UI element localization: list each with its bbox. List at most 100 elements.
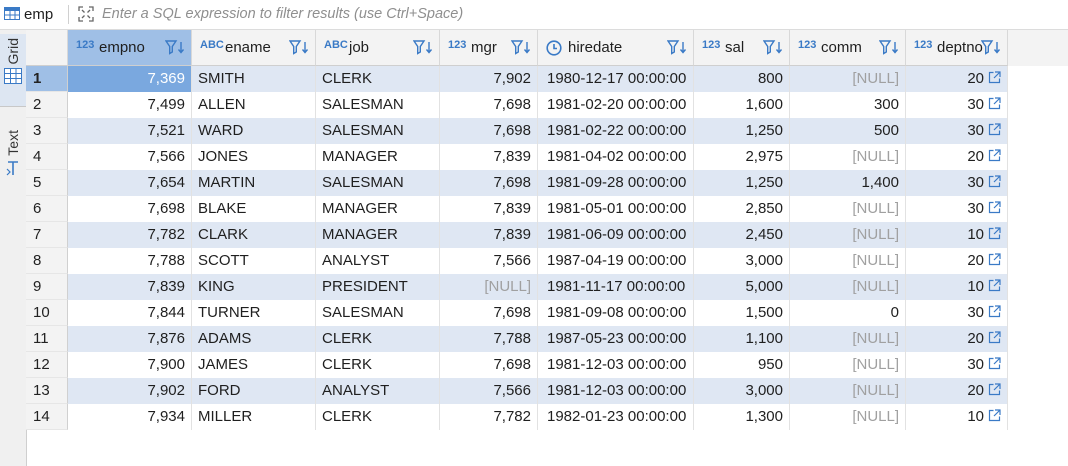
cell-sal[interactable]: 800 [694, 66, 790, 92]
cell-comm[interactable]: [NULL] [790, 404, 906, 430]
cell-mgr[interactable]: 7,698 [440, 300, 538, 326]
foreign-key-link-icon[interactable] [988, 383, 1001, 396]
cell-comm[interactable]: [NULL] [790, 326, 906, 352]
cell-ename[interactable]: SCOTT [192, 248, 316, 274]
header-corner[interactable] [26, 30, 68, 66]
cell-comm[interactable]: [NULL] [790, 222, 906, 248]
table-row[interactable]: 4 7,566 JONES MANAGER 7,839 1981-04-02 00:00:… [26, 144, 1008, 170]
cell-comm[interactable]: [NULL] [790, 274, 906, 300]
cell-comm[interactable]: 0 [790, 300, 906, 326]
cell-hiredate[interactable]: 1981-09-28 00:00:00 [538, 170, 694, 196]
cell-sal[interactable]: 1,600 [694, 92, 790, 118]
column-filter-sort-icon[interactable] [981, 39, 1003, 57]
column-header-deptno[interactable]: 123 deptno [906, 30, 1008, 66]
column-filter-sort-icon[interactable] [763, 39, 785, 57]
column-header-job[interactable]: ABC job [316, 30, 440, 66]
cell-empno[interactable]: 7,876 [68, 326, 192, 352]
cell-comm[interactable]: 500 [790, 118, 906, 144]
cell-empno[interactable]: 7,788 [68, 248, 192, 274]
table-row[interactable]: 8 7,788 SCOTT ANALYST 7,566 1987-04-19 00:00:… [26, 248, 1008, 274]
cell-mgr[interactable]: 7,788 [440, 326, 538, 352]
table-row[interactable]: 10 7,844 TURNER SALESMAN 7,698 1981-09-08 00:… [26, 300, 1008, 326]
cell-job[interactable]: MANAGER [316, 222, 440, 248]
cell-ename[interactable]: WARD [192, 118, 316, 144]
row-number[interactable]: 4 [26, 144, 68, 170]
cell-mgr[interactable]: 7,698 [440, 352, 538, 378]
cell-job[interactable]: CLERK [316, 66, 440, 92]
cell-deptno[interactable]: 10 [906, 404, 1008, 430]
cell-empno[interactable]: 7,566 [68, 144, 192, 170]
foreign-key-link-icon[interactable] [988, 149, 1001, 162]
table-row[interactable]: 6 7,698 BLAKE MANAGER 7,839 1981-05-01 00:00:… [26, 196, 1008, 222]
cell-deptno[interactable]: 30 [906, 196, 1008, 222]
cell-empno[interactable]: 7,844 [68, 300, 192, 326]
column-header-ename[interactable]: ABC ename [192, 30, 316, 66]
foreign-key-link-icon[interactable] [988, 71, 1001, 84]
cell-deptno[interactable]: 30 [906, 118, 1008, 144]
foreign-key-link-icon[interactable] [988, 409, 1001, 422]
column-header-mgr[interactable]: 123 mgr [440, 30, 538, 66]
cell-mgr[interactable]: 7,698 [440, 92, 538, 118]
row-number[interactable]: 11 [26, 326, 68, 352]
foreign-key-link-icon[interactable] [988, 253, 1001, 266]
table-row[interactable]: 14 7,934 MILLER CLERK 7,782 1982-01-23 00:00:… [26, 404, 1008, 430]
cell-mgr[interactable]: 7,839 [440, 144, 538, 170]
cell-empno[interactable]: 7,934 [68, 404, 192, 430]
cell-ename[interactable]: KING [192, 274, 316, 300]
cell-sal[interactable]: 1,250 [694, 118, 790, 144]
cell-comm[interactable]: [NULL] [790, 352, 906, 378]
row-number[interactable]: 2 [26, 92, 68, 118]
row-number[interactable]: 6 [26, 196, 68, 222]
cell-mgr[interactable]: 7,566 [440, 248, 538, 274]
cell-sal[interactable]: 1,100 [694, 326, 790, 352]
cell-empno[interactable]: 7,782 [68, 222, 192, 248]
cell-empno[interactable]: 7,654 [68, 170, 192, 196]
cell-deptno[interactable]: 20 [906, 326, 1008, 352]
table-row[interactable]: 11 7,876 ADAMS CLERK 7,788 1987-05-23 00:00:0… [26, 326, 1008, 352]
column-header-hiredate[interactable]: hiredate [538, 30, 694, 66]
cell-hiredate[interactable]: 1981-12-03 00:00:00 [538, 378, 694, 404]
cell-deptno[interactable]: 20 [906, 378, 1008, 404]
cell-sal[interactable]: 3,000 [694, 248, 790, 274]
cell-mgr[interactable]: 7,566 [440, 378, 538, 404]
cell-job[interactable]: ANALYST [316, 248, 440, 274]
cell-empno[interactable]: 7,839 [68, 274, 192, 300]
cell-empno[interactable]: 7,499 [68, 92, 192, 118]
cell-hiredate[interactable]: 1981-12-03 00:00:00 [538, 352, 694, 378]
table-row[interactable]: 9 7,839 KING PRESIDENT [NULL] 1981-11-17 00:0… [26, 274, 1008, 300]
cell-sal[interactable]: 2,975 [694, 144, 790, 170]
foreign-key-link-icon[interactable] [988, 123, 1001, 136]
row-number[interactable]: 10 [26, 300, 68, 326]
cell-mgr[interactable]: 7,698 [440, 170, 538, 196]
foreign-key-link-icon[interactable] [988, 331, 1001, 344]
foreign-key-link-icon[interactable] [988, 357, 1001, 370]
table-row[interactable]: 2 7,499 ALLEN SALESMAN 7,698 1981-02-20 00:00… [26, 92, 1008, 118]
row-number[interactable]: 13 [26, 378, 68, 404]
tab-grid[interactable]: Grid [0, 34, 26, 107]
cell-hiredate[interactable]: 1981-02-22 00:00:00 [538, 118, 694, 144]
cell-sal[interactable]: 3,000 [694, 378, 790, 404]
column-filter-sort-icon[interactable] [511, 39, 533, 57]
cell-empno[interactable]: 7,900 [68, 352, 192, 378]
cell-empno[interactable]: 7,521 [68, 118, 192, 144]
cell-hiredate[interactable]: 1981-06-09 00:00:00 [538, 222, 694, 248]
row-number[interactable]: 1 [26, 66, 68, 92]
column-header-comm[interactable]: 123 comm [790, 30, 906, 66]
cell-deptno[interactable]: 30 [906, 92, 1008, 118]
foreign-key-link-icon[interactable] [988, 97, 1001, 110]
cell-hiredate[interactable]: 1981-02-20 00:00:00 [538, 92, 694, 118]
foreign-key-link-icon[interactable] [988, 201, 1001, 214]
cell-hiredate[interactable]: 1987-05-23 00:00:00 [538, 326, 694, 352]
cell-hiredate[interactable]: 1981-05-01 00:00:00 [538, 196, 694, 222]
table-row[interactable]: 5 7,654 MARTIN SALESMAN 7,698 1981-09-28 00:0… [26, 170, 1008, 196]
column-filter-sort-icon[interactable] [289, 39, 311, 57]
cell-job[interactable]: PRESIDENT [316, 274, 440, 300]
cell-job[interactable]: SALESMAN [316, 92, 440, 118]
cell-sal[interactable]: 1,300 [694, 404, 790, 430]
column-header-sal[interactable]: 123 sal [694, 30, 790, 66]
cell-comm[interactable]: 300 [790, 92, 906, 118]
foreign-key-link-icon[interactable] [988, 305, 1001, 318]
cell-hiredate[interactable]: 1987-04-19 00:00:00 [538, 248, 694, 274]
cell-hiredate[interactable]: 1981-11-17 00:00:00 [538, 274, 694, 300]
table-row[interactable]: 13 7,902 FORD ANALYST 7,566 1981-12-03 00:00:… [26, 378, 1008, 404]
